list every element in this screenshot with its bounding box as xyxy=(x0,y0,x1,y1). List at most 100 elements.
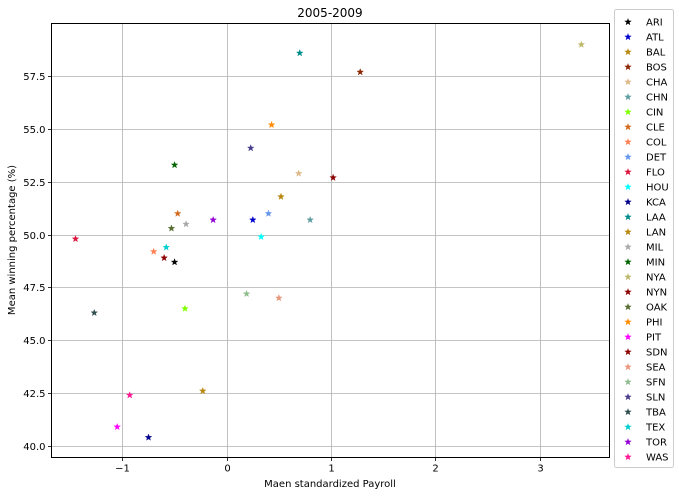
data-point-bos xyxy=(356,68,365,76)
legend-marker-lan xyxy=(624,228,632,236)
data-point-chn xyxy=(306,215,314,224)
legend-marker-det xyxy=(624,153,632,161)
legend-label-ari: ARI xyxy=(646,18,663,29)
legend-label-cha: CHA xyxy=(646,78,668,89)
legend-label-det: DET xyxy=(646,153,667,164)
legend-marker-pit xyxy=(624,333,632,341)
legend-label-tor: TOR xyxy=(645,438,667,449)
data-point-tex xyxy=(162,243,171,251)
legend-marker-col xyxy=(624,138,632,146)
data-point-lan xyxy=(277,192,285,200)
y-tick-label: 50.0 xyxy=(23,231,45,242)
legend-marker-laa xyxy=(624,213,632,221)
data-point-phi xyxy=(267,120,276,129)
data-point-pit xyxy=(113,422,121,431)
data-point-flo xyxy=(71,234,80,243)
data-point-tor xyxy=(209,215,217,224)
legend-label-bal: BAL xyxy=(646,48,666,59)
data-point-laa xyxy=(295,49,304,57)
chart-title: 2005-2009 xyxy=(297,6,362,20)
legend-label-flo: FLO xyxy=(646,168,665,179)
legend-label-atl: ATL xyxy=(646,33,664,44)
legend-label-sea: SEA xyxy=(646,363,666,374)
data-point-min xyxy=(170,161,179,169)
data-point-hou xyxy=(257,232,265,241)
legend-marker-sfn xyxy=(624,378,632,386)
legend-label-laa: LAA xyxy=(646,213,666,224)
data-point-tba xyxy=(90,308,99,317)
legend-label-col: COL xyxy=(646,138,667,149)
data-point-sfn xyxy=(242,289,251,298)
legend-label-sdn: SDN xyxy=(646,348,668,359)
data-point-sdn xyxy=(160,253,168,262)
legend: ARI ATL BAL BOS CHA CHN CIN CLE COL DET FLO HOU KCA L… xyxy=(614,9,674,468)
x-axis-label: Maen standardized Payroll xyxy=(264,479,396,490)
legend-label-cin: CIN xyxy=(646,108,663,119)
data-point-det xyxy=(264,209,273,217)
legend-marker-bal xyxy=(624,48,632,56)
grid xyxy=(51,23,610,458)
legend-marker-hou xyxy=(624,183,632,191)
legend-label-phi: PHI xyxy=(646,318,663,329)
legend-marker-min xyxy=(624,258,632,266)
legend-marker-ari xyxy=(624,18,632,26)
legend-marker-nyn xyxy=(624,288,632,296)
legend-marker-nya xyxy=(624,273,632,281)
legend-marker-flo xyxy=(624,168,632,176)
y-axis-label: Mean winning percentage (%) xyxy=(7,165,18,315)
legend-marker-mil xyxy=(624,243,632,251)
legend-marker-bos xyxy=(624,63,632,71)
y-tick-label: 42.5 xyxy=(23,389,45,400)
legend-label-nya: NYA xyxy=(646,273,666,284)
legend-label-chn: CHN xyxy=(646,93,668,104)
legend-label-hou: HOU xyxy=(646,183,669,194)
legend-label-nyn: NYN xyxy=(646,288,667,299)
legend-marker-tba xyxy=(624,408,632,416)
x-tick-label: 3 xyxy=(537,464,543,475)
data-point-sln xyxy=(246,144,255,152)
data-point-nyn xyxy=(329,173,337,181)
legend-label-min: MIN xyxy=(646,258,665,269)
x-tick-label: 2 xyxy=(432,464,438,475)
data-point-kca xyxy=(144,433,153,441)
data-point-cin xyxy=(181,304,189,312)
data-point-cle xyxy=(173,209,182,217)
legend-marker-cha xyxy=(624,78,632,86)
y-tick-label: 55.0 xyxy=(23,125,45,136)
legend-marker-cle xyxy=(624,123,632,131)
x-tick-label: 0 xyxy=(224,464,230,475)
legend-label-oak: OAK xyxy=(646,303,668,314)
data-point-cha xyxy=(294,169,303,177)
y-axis-ticks: 40.0 42.5 45.0 47.5 50.0 52.5 55.0 57.5 xyxy=(23,72,52,453)
legend-marker-sea xyxy=(624,363,632,371)
data-point-sea xyxy=(275,294,283,302)
legend-marker-tex xyxy=(624,423,632,431)
legend-marker-chn xyxy=(624,93,632,101)
legend-label-mil: MIL xyxy=(646,243,664,254)
data-point-ari xyxy=(170,258,179,266)
legend-label-pit: PIT xyxy=(646,333,662,344)
x-tick-label: 1 xyxy=(328,464,334,475)
legend-label-was: WAS xyxy=(646,453,669,464)
x-axis-ticks: −1 0 1 2 3 xyxy=(115,457,544,475)
legend-marker-kca xyxy=(624,198,632,206)
legend-marker-sln xyxy=(624,393,632,401)
legend-label-cle: CLE xyxy=(646,123,665,134)
legend-label-tex: TEX xyxy=(645,423,665,434)
y-tick-label: 52.5 xyxy=(23,178,45,189)
legend-marker-cin xyxy=(624,108,632,116)
legend-label-tba: TBA xyxy=(645,408,666,419)
data-point-mil xyxy=(182,220,190,228)
legend-marker-sdn xyxy=(624,348,632,356)
y-tick-label: 57.5 xyxy=(23,72,45,83)
data-points xyxy=(71,40,586,441)
legend-label-sfn: SFN xyxy=(646,378,666,389)
data-point-nya xyxy=(577,40,586,48)
data-point-bal xyxy=(198,386,207,395)
data-point-oak xyxy=(167,224,176,232)
data-point-col xyxy=(149,247,158,255)
legend-marker-phi xyxy=(624,318,632,326)
legend-label-kca: KCA xyxy=(646,198,666,209)
y-tick-label: 40.0 xyxy=(23,442,45,453)
